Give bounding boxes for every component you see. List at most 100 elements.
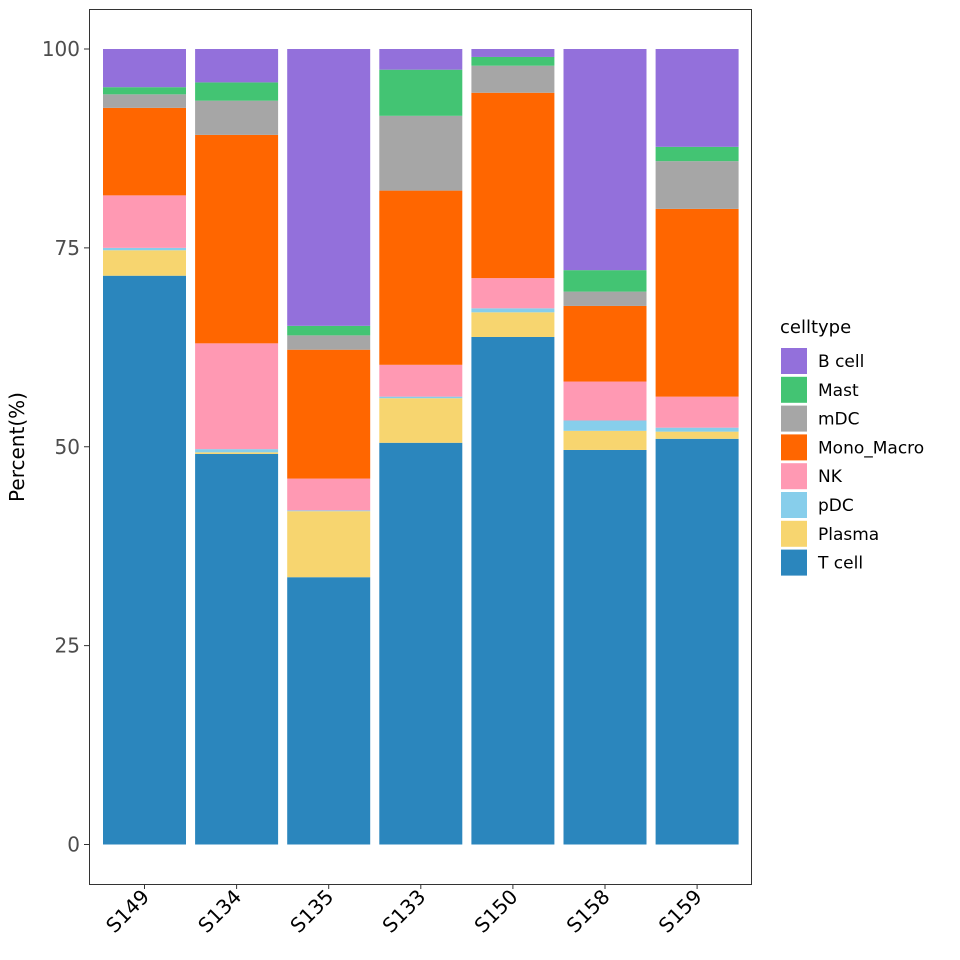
bar-segment-S159-mdc	[655, 161, 739, 209]
legend-item-pdc: pDC	[781, 492, 854, 518]
y-tick-label: 100	[42, 37, 80, 61]
bar-stack-S134	[195, 49, 279, 845]
bar-segment-S158-mono-macro	[563, 305, 647, 382]
bar-segment-S159-mono-macro	[655, 208, 739, 397]
y-axis: 0 25 50 75 100	[42, 37, 89, 857]
bar-segment-S158-t-cell	[563, 449, 647, 845]
bar-segment-S135-b-cell	[287, 49, 371, 326]
bar-segment-S159-nk	[655, 396, 739, 428]
bar-segment-S133-pdc	[379, 396, 463, 399]
x-tick-label-S135: S135	[285, 885, 338, 938]
bar-segment-S134-mdc	[195, 100, 279, 135]
bar-stack-S159	[655, 49, 739, 845]
x-tick-label-S150: S150	[469, 885, 522, 938]
bar-segment-S158-pdc	[563, 420, 647, 431]
legend-key	[781, 348, 807, 374]
x-tick-label-S134: S134	[193, 885, 246, 938]
x-tick-label-S149: S149	[101, 885, 154, 938]
bar-segment-S159-t-cell	[655, 438, 739, 845]
bar-segment-S158-b-cell	[563, 49, 647, 271]
bar-segment-S135-mdc	[287, 335, 371, 350]
x-tick-label-S159: S159	[654, 885, 707, 938]
bar-segment-S134-mast	[195, 82, 279, 101]
bar-segment-S150-nk	[471, 278, 555, 309]
bar-segment-S135-mono-macro	[287, 349, 371, 479]
bar-segment-S133-nk	[379, 364, 463, 397]
legend-item-plasma: Plasma	[781, 520, 879, 547]
legend-item-t-cell: T cell	[781, 549, 863, 576]
x-tick-label-S133: S133	[377, 885, 430, 938]
legend-label: Mast	[818, 381, 859, 401]
bar-segment-S150-mono-macro	[471, 92, 555, 279]
legend-key	[781, 463, 807, 490]
y-axis-title: Percent(%)	[5, 392, 29, 502]
bar-segment-S158-mdc	[563, 291, 647, 306]
bar-segment-S159-plasma	[655, 431, 739, 439]
legend-label: NK	[818, 467, 843, 487]
bar-segment-S150-mdc	[471, 65, 555, 93]
bar-segment-S149-mono-macro	[103, 107, 186, 196]
legend-label: Plasma	[818, 525, 879, 545]
legend-label: T cell	[817, 554, 863, 574]
bar-segment-S150-pdc	[471, 308, 555, 313]
bar-segment-S150-mast	[471, 56, 555, 66]
bar-segment-S158-nk	[563, 381, 647, 421]
bar-segment-S159-b-cell	[655, 49, 739, 147]
bar-segment-S135-pdc	[287, 510, 371, 512]
legend-key	[781, 549, 807, 576]
bar-segment-S134-t-cell	[195, 453, 279, 845]
y-tick-label: 75	[55, 236, 80, 260]
bar-segment-S134-plasma	[195, 452, 279, 454]
bar-segment-S133-mdc	[379, 115, 463, 191]
bar-segment-S149-pdc	[103, 247, 186, 251]
bar-segment-S149-t-cell	[103, 275, 186, 845]
x-tick-label-S158: S158	[562, 885, 615, 938]
legend-key	[781, 492, 807, 518]
bar-segment-S149-mast	[103, 87, 186, 95]
y-tick-label: 50	[55, 435, 80, 459]
bar-segment-S158-plasma	[563, 430, 647, 450]
legend-key	[781, 376, 807, 403]
legend-label: B cell	[818, 352, 864, 372]
bar-stack-S133	[379, 49, 463, 845]
bar-segment-S159-pdc	[655, 427, 739, 432]
bar-segment-S133-b-cell	[379, 49, 463, 70]
x-axis: S149 S134 S135 S133 S150 S158 S159	[101, 884, 707, 938]
bar-segment-S134-pdc	[195, 449, 279, 453]
bar-segment-S149-b-cell	[103, 49, 186, 88]
legend-item-mdc: mDC	[781, 405, 860, 432]
bar-segment-S149-nk	[103, 195, 186, 248]
bar-segment-S134-nk	[195, 343, 279, 450]
bar-segment-S133-plasma	[379, 398, 463, 443]
bar-segment-S135-plasma	[287, 511, 371, 578]
bar-stack-S150	[471, 49, 555, 845]
bar-segment-S135-mast	[287, 325, 371, 336]
y-tick-label: 0	[67, 833, 80, 857]
legend-label: Mono_Macro	[818, 438, 924, 458]
legend-title: celltype	[780, 317, 851, 338]
legend-item-mast: Mast	[781, 376, 859, 403]
bar-segment-S133-mast	[379, 69, 463, 116]
legend-item-b-cell: B cell	[781, 348, 864, 374]
bar-segment-S149-plasma	[103, 250, 186, 276]
bar-segment-S133-t-cell	[379, 442, 463, 845]
bar-segment-S135-t-cell	[287, 577, 371, 845]
legend-label: pDC	[818, 496, 854, 516]
bar-segment-S134-b-cell	[195, 49, 279, 83]
y-tick-label: 25	[55, 634, 80, 658]
bar-segment-S134-mono-macro	[195, 134, 279, 344]
bar-stack-S158	[563, 49, 647, 845]
legend-item-nk: NK	[781, 463, 843, 490]
bar-segment-S158-mast	[563, 270, 647, 292]
bar-segment-S150-plasma	[471, 312, 555, 337]
bars-layer	[103, 49, 739, 845]
bar-segment-S135-nk	[287, 478, 371, 511]
legend-item-mono-macro: Mono_Macro	[781, 434, 924, 461]
bar-segment-S149-mdc	[103, 94, 186, 108]
bar-segment-S150-b-cell	[471, 49, 555, 57]
bar-stack-S149	[103, 49, 186, 845]
bar-segment-S159-mast	[655, 146, 739, 162]
bar-segment-S133-mono-macro	[379, 190, 463, 365]
legend-key	[781, 434, 807, 461]
